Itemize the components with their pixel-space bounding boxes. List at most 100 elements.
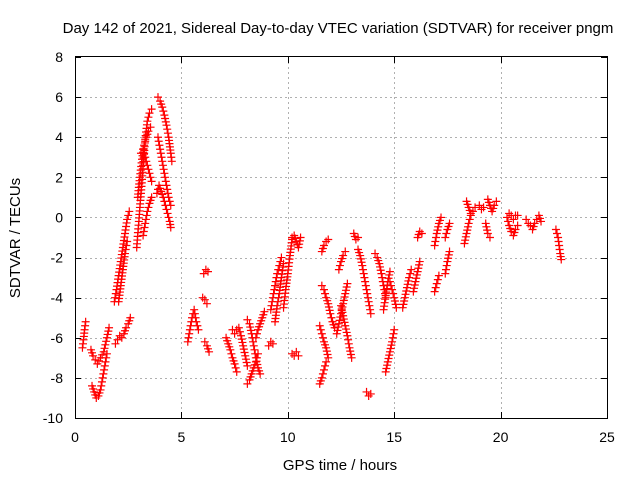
data-point: [227, 349, 236, 358]
data-point: [398, 303, 407, 312]
data-point: [324, 303, 333, 312]
data-point: [411, 277, 420, 286]
data-point: [335, 316, 344, 325]
data-point: [483, 226, 492, 235]
data-point: [201, 265, 210, 274]
x-tick-label: 15: [386, 429, 402, 445]
data-point: [191, 313, 200, 322]
data-point: [322, 237, 331, 246]
data-point: [390, 293, 399, 302]
data-point: [270, 285, 279, 294]
data-point: [111, 339, 120, 348]
data-point: [139, 231, 148, 240]
data-point: [239, 341, 248, 350]
data-point: [475, 201, 484, 210]
data-point: [389, 289, 398, 298]
data-point: [140, 149, 149, 158]
data-point: [383, 357, 392, 366]
data-point: [333, 326, 342, 335]
data-point: [341, 247, 350, 256]
data-point: [266, 305, 275, 314]
data-point: [323, 350, 332, 359]
data-point: [163, 185, 172, 194]
data-point: [490, 201, 499, 210]
data-point: [385, 347, 394, 356]
data-point: [461, 236, 470, 245]
data-point: [366, 389, 375, 398]
data-point: [347, 353, 356, 362]
data-point: [142, 157, 151, 166]
data-point: [417, 229, 426, 238]
data-point: [139, 145, 148, 154]
data-point: [341, 325, 350, 334]
data-point: [161, 117, 170, 126]
data-point: [415, 260, 424, 269]
data-point: [268, 339, 277, 348]
data-point: [89, 351, 98, 360]
data-point: [159, 107, 168, 116]
data-point: [356, 251, 365, 260]
data-point: [342, 328, 351, 337]
data-point: [390, 297, 399, 306]
data-point: [390, 325, 399, 334]
data-point: [364, 391, 373, 400]
data-point: [471, 203, 480, 212]
data-point: [161, 173, 170, 182]
data-point: [146, 173, 155, 182]
data-point: [505, 209, 514, 218]
data-point: [511, 225, 520, 234]
data-point: [99, 369, 108, 378]
data-point: [158, 157, 167, 166]
data-point: [432, 279, 441, 288]
data-point: [537, 217, 546, 226]
data-point: [193, 321, 202, 330]
data-point: [100, 365, 109, 374]
data-point: [441, 269, 450, 278]
y-tick-label: -10: [43, 410, 63, 426]
x-axis-tick-labels: 0 5 10 15 20 25: [71, 429, 615, 445]
data-point: [243, 379, 252, 388]
data-point: [192, 317, 201, 326]
data-point: [434, 222, 443, 231]
data-point: [410, 280, 419, 289]
data-point: [154, 137, 163, 146]
data-point: [364, 297, 373, 306]
data-point: [522, 215, 531, 224]
data-point: [430, 241, 439, 250]
data-point: [122, 241, 131, 250]
data-point: [409, 287, 418, 296]
data-point: [341, 321, 350, 330]
data-point: [389, 329, 398, 338]
data-point: [141, 215, 150, 224]
data-point: [101, 357, 110, 366]
data-point: [260, 307, 269, 316]
data-point: [274, 265, 283, 274]
axis-ticks: [75, 57, 608, 419]
data-point: [360, 273, 369, 282]
data-point: [371, 249, 380, 258]
data-point: [339, 296, 348, 305]
data-point: [322, 343, 331, 352]
y-tick-label: 8: [55, 49, 63, 65]
data-point: [124, 211, 133, 220]
data-point: [354, 233, 363, 242]
data-point: [430, 287, 439, 296]
data-point: [123, 237, 132, 246]
data-point: [100, 361, 109, 370]
data-point: [250, 345, 259, 354]
data-point: [146, 123, 155, 132]
data-point: [319, 241, 328, 250]
data-point: [98, 373, 107, 382]
data-point: [412, 274, 421, 283]
data-points: [78, 93, 566, 402]
data-point: [413, 267, 422, 276]
data-point: [318, 333, 327, 342]
data-point: [387, 281, 396, 290]
data-point: [234, 323, 243, 332]
grid: [75, 57, 607, 418]
data-point: [468, 207, 477, 216]
data-point: [406, 269, 415, 278]
data-point: [513, 211, 522, 220]
data-point: [477, 205, 486, 214]
data-point: [161, 114, 170, 123]
